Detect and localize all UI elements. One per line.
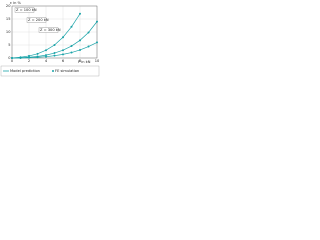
- fe-point: [28, 56, 30, 59]
- x-tick-label: 2: [28, 59, 30, 63]
- fe-point: [45, 55, 47, 58]
- fe-point: [70, 51, 73, 54]
- fe-point: [70, 45, 73, 48]
- x-axis-label: F in kN: [78, 60, 91, 64]
- series-label: Z = 300 kN: [40, 28, 61, 32]
- y-tick-label: 15: [6, 17, 11, 21]
- fe-point: [11, 57, 13, 59]
- series-label: Z = 100 kN: [16, 8, 37, 12]
- fe-point: [79, 12, 81, 15]
- legend-dot-icon: [52, 70, 54, 72]
- fe-point: [53, 52, 56, 55]
- fe-point: [53, 44, 56, 46]
- fe-point: [19, 57, 22, 59]
- fe-point: [45, 49, 47, 52]
- series-label-box: [26, 17, 47, 23]
- fe-point: [62, 53, 64, 56]
- fe-point: [87, 31, 90, 34]
- y-tick-label: 0: [8, 56, 11, 60]
- fe-point: [62, 36, 64, 39]
- y-axis-label: ε in %: [10, 1, 22, 5]
- fe-point: [45, 54, 47, 57]
- x-tick-label: 6: [62, 59, 65, 63]
- y-tick-label: 10: [6, 30, 11, 34]
- fe-point: [62, 49, 64, 52]
- background: [0, 0, 100, 77]
- series-label: Z = 200 kN: [28, 18, 49, 22]
- series-label-box: [14, 7, 35, 13]
- fe-point: [87, 45, 90, 48]
- fe-point: [36, 56, 39, 59]
- fe-point: [79, 48, 81, 51]
- x-tick-label: 8: [79, 59, 82, 63]
- fe-point: [70, 25, 73, 28]
- legend-label: Model prediction: [10, 69, 40, 73]
- plot-frame: [11, 5, 98, 59]
- x-tick-label: 0: [11, 59, 14, 63]
- legend-box: [0, 65, 100, 77]
- y-tick-label: 20: [6, 4, 11, 8]
- y-tick-label: 5: [8, 43, 10, 47]
- fe-point: [36, 52, 39, 55]
- series-label-box: [38, 27, 59, 33]
- fe-point: [53, 54, 56, 57]
- fe-point: [96, 41, 98, 44]
- fe-point: [79, 39, 81, 42]
- fe-point: [96, 20, 98, 23]
- chart: ε in % F in kN Model prediction FE simul…: [0, 0, 100, 77]
- legend-label: FE simulation: [55, 69, 79, 73]
- x-tick-label: 10: [95, 59, 100, 63]
- x-tick-label: 4: [45, 59, 48, 63]
